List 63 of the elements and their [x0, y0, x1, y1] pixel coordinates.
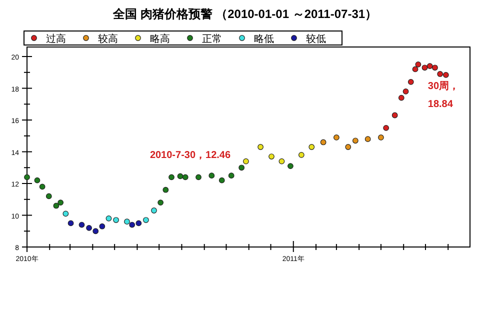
point [298, 152, 304, 158]
point [288, 163, 294, 169]
point [345, 144, 352, 150]
point [136, 220, 142, 226]
point [415, 62, 422, 68]
point [106, 215, 112, 222]
point [53, 202, 60, 209]
point [432, 64, 438, 71]
point [113, 217, 119, 223]
legend-label: 正常 [202, 33, 222, 45]
point [383, 125, 390, 131]
point [39, 184, 46, 190]
point [182, 174, 188, 180]
point [258, 144, 264, 150]
point [308, 144, 315, 150]
point [68, 220, 74, 226]
legend-label: 略低 [254, 34, 274, 45]
point [352, 138, 358, 144]
point [333, 134, 340, 140]
legend-label: 较高 [98, 33, 118, 45]
point [62, 210, 69, 217]
point [422, 64, 428, 71]
point [392, 112, 398, 118]
point [426, 63, 433, 69]
point [402, 88, 409, 94]
point [151, 208, 157, 214]
annotation: 30周，18.84 [428, 80, 460, 110]
legend-label: 过高 [46, 33, 66, 45]
chart-title: 全国 肉猪价格预警 （2010-01-01 ～2011-07-31） [112, 7, 378, 21]
point [46, 193, 52, 200]
point [378, 134, 384, 140]
point [24, 174, 30, 180]
point [218, 177, 225, 184]
point [437, 71, 444, 77]
point [99, 223, 106, 230]
point [442, 72, 449, 78]
point [168, 174, 174, 180]
point [124, 218, 130, 225]
point [238, 164, 245, 171]
point [278, 158, 285, 164]
point [92, 228, 99, 234]
annotation: 2010-7-30，12.46 [150, 150, 232, 162]
point [408, 78, 414, 85]
point [364, 136, 371, 142]
point [34, 177, 40, 184]
point [398, 94, 404, 101]
point [158, 200, 164, 206]
point [243, 158, 249, 164]
point [320, 139, 326, 146]
point [78, 222, 85, 228]
point [143, 217, 149, 223]
point [177, 173, 184, 180]
point [129, 222, 136, 228]
point [228, 172, 234, 179]
legend-label: 略高 [150, 33, 170, 45]
point [268, 154, 274, 160]
point [196, 174, 202, 180]
point [162, 186, 169, 193]
point [86, 225, 92, 231]
point [208, 172, 215, 179]
point [58, 200, 64, 206]
legend-label: 较低 [306, 33, 326, 45]
point [412, 66, 418, 72]
